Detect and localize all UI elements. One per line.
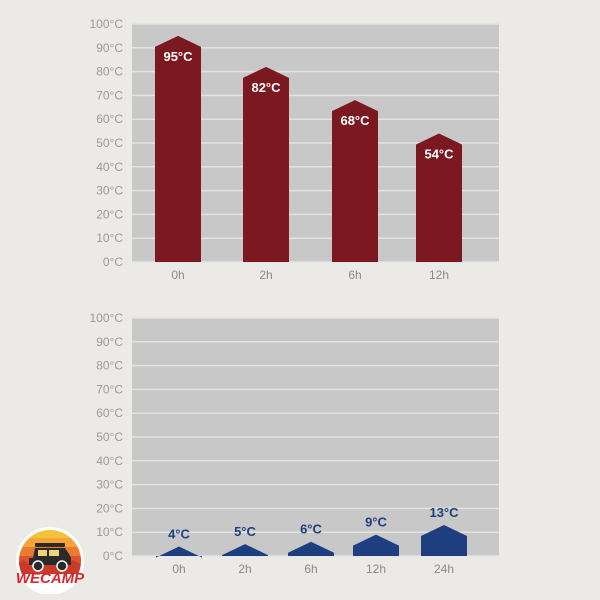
off-road-car-icon — [29, 543, 71, 572]
bar — [222, 544, 268, 556]
data-label: 9°C — [365, 515, 387, 530]
y-tick-label: 100°C — [90, 17, 124, 31]
data-label: 13°C — [429, 505, 459, 520]
y-tick-label: 30°C — [96, 184, 123, 198]
y-tick-label: 50°C — [96, 136, 123, 150]
bar — [156, 546, 202, 558]
y-tick-label: 80°C — [96, 359, 123, 373]
data-label: 5°C — [234, 524, 256, 539]
x-tick-label: 0h — [171, 268, 184, 282]
x-tick-label: 6h — [304, 562, 317, 576]
y-tick-label: 10°C — [96, 231, 123, 245]
y-tick-label: 60°C — [96, 406, 123, 420]
data-label: 68°C — [340, 113, 370, 128]
y-tick-label: 60°C — [96, 112, 123, 126]
data-label: 6°C — [300, 522, 322, 537]
bar — [421, 525, 467, 556]
chart-2: 0°C 10°C 20°C 30°C 40°C 50°C 60°C 70°C 80°C 90°C 1… — [90, 311, 499, 576]
y-tick-label: 90°C — [96, 335, 123, 349]
data-label: 54°C — [424, 146, 454, 161]
bar — [243, 66, 289, 262]
x-tick-label: 24h — [434, 562, 454, 576]
bar — [332, 100, 378, 262]
x-tick-label: 2h — [259, 268, 272, 282]
logo-text: WECAMP — [16, 570, 85, 587]
y-tick-label: 100°C — [90, 311, 124, 325]
bar — [155, 35, 201, 263]
y-tick-label: 30°C — [96, 478, 123, 492]
data-label: 82°C — [251, 80, 281, 95]
bar — [416, 133, 462, 262]
y-tick-label: 20°C — [96, 207, 123, 221]
y-tick-label: 50°C — [96, 430, 123, 444]
y-tick-label: 40°C — [96, 454, 123, 468]
y-tick-label: 40°C — [96, 160, 123, 174]
bar — [288, 541, 334, 556]
y-tick-label: 0°C — [103, 255, 123, 269]
wecamp-logo: WECAMP — [9, 524, 91, 595]
y-tick-label: 70°C — [96, 382, 123, 396]
y-tick-label: 90°C — [96, 41, 123, 55]
data-label: 95°C — [163, 49, 193, 64]
bar — [353, 534, 399, 556]
x-tick-label: 12h — [429, 268, 449, 282]
y-tick-label: 0°C — [103, 549, 123, 563]
data-label: 4°C — [168, 526, 190, 541]
chart-1: 0°C 10°C 20°C 30°C 40°C 50°C 60°C 70°C 80°C 90°C 1… — [90, 17, 499, 282]
y-tick-label: 10°C — [96, 525, 123, 539]
y-tick-label: 70°C — [96, 88, 123, 102]
y-tick-label: 80°C — [96, 65, 123, 79]
x-tick-label: 0h — [172, 562, 185, 576]
x-tick-label: 2h — [238, 562, 251, 576]
y-tick-label: 20°C — [96, 501, 123, 515]
x-tick-label: 12h — [366, 562, 386, 576]
x-tick-label: 6h — [348, 268, 361, 282]
